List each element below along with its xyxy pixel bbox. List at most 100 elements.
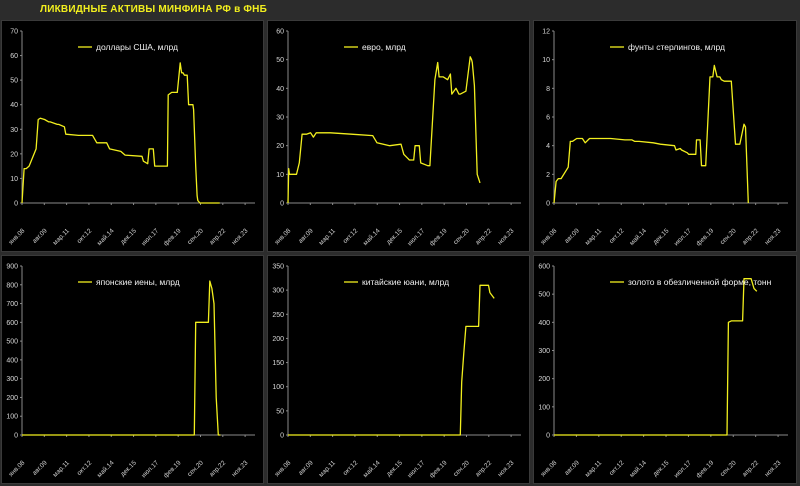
y-tick-label: 200 [6, 395, 18, 402]
chart-usd: 0 10 20 30 40 50 60 70 янв.08 авг.09 мар.11 окт.12 м… [8, 29, 255, 248]
x-tick-label: апр.22 [741, 459, 760, 478]
series-line [287, 56, 481, 204]
x-tick-label: ноя.23 [231, 459, 250, 478]
x-tick-label: авг.09 [297, 459, 315, 477]
x-tick-label: дек.15 [385, 459, 404, 478]
x-tick-label: июл.17 [673, 459, 693, 479]
y-tick-label: 20 [276, 143, 284, 150]
x-tick-label: мар.11 [584, 227, 604, 247]
x-tick-label: окт.12 [608, 459, 626, 477]
y-tick-label: 10 [276, 172, 284, 179]
y-tick-label: 700 [6, 301, 18, 308]
y-tick-label: 900 [6, 264, 18, 271]
y-tick-label: 300 [6, 376, 18, 383]
y-tick-label: 250 [272, 312, 284, 319]
chart-panel-gold: 0 100 200 300 400 500 600 янв.08 авг.09 мар.11 окт… [533, 255, 797, 484]
y-tick-label: 4 [546, 143, 550, 150]
legend-label: китайские юани, млрд [362, 277, 449, 287]
y-tick-label: 40 [10, 102, 18, 109]
x-tick-label: апр.22 [208, 227, 227, 246]
x-tick-label: май.14 [361, 226, 382, 247]
x-tick-label: дек.15 [652, 227, 671, 246]
y-tick-label: 200 [538, 376, 550, 383]
x-tick-label: фев.19 [695, 459, 715, 479]
x-tick-label: авг.09 [31, 459, 49, 477]
x-tick-label: ноя.23 [497, 459, 516, 478]
x-tick-label: янв.08 [274, 459, 293, 478]
x-tick-label: сен.20 [186, 459, 205, 478]
x-tick-label: июл.17 [673, 227, 693, 247]
y-tick-label: 300 [538, 348, 550, 355]
x-tick-label: авг.09 [297, 227, 315, 245]
chart-eur: 0 10 20 30 40 50 60 янв.08 авг.09 мар.11 окт.12 май… [274, 29, 521, 248]
chart-panel-eur: 0 10 20 30 40 50 60 янв.08 авг.09 мар.11 окт.12 май… [267, 20, 530, 252]
y-tick-label: 30 [10, 127, 18, 134]
x-tick-label: окт.12 [342, 459, 360, 477]
x-tick-label: июл.17 [406, 459, 426, 479]
x-tick-label: янв.08 [8, 227, 27, 246]
x-tick-label: сен.20 [186, 227, 205, 246]
y-tick-label: 600 [538, 264, 550, 271]
y-tick-label: 10 [10, 176, 18, 183]
x-tick-label: авг.09 [563, 227, 581, 245]
series-line [554, 278, 758, 436]
y-tick-label: 800 [6, 282, 18, 289]
x-tick-label: май.14 [361, 458, 382, 479]
x-tick-label: апр.22 [741, 227, 760, 246]
y-tick-label: 400 [538, 320, 550, 327]
y-tick-label: 60 [10, 53, 18, 60]
x-tick-label: фев.19 [428, 459, 448, 479]
y-tick-label: 100 [6, 414, 18, 421]
x-tick-label: июл.17 [140, 459, 160, 479]
x-tick-label: дек.15 [119, 459, 138, 478]
y-tick-label: 30 [276, 115, 284, 122]
y-tick-label: 60 [276, 29, 284, 36]
series-line [553, 64, 749, 204]
x-tick-label: мар.11 [52, 459, 72, 479]
chart-panel-usd: 0 10 20 30 40 50 60 70 янв.08 авг.09 мар.11 окт.12 м… [1, 20, 264, 252]
y-tick-label: 50 [276, 408, 284, 415]
x-tick-label: май.14 [95, 226, 116, 247]
series-line [22, 280, 221, 436]
y-tick-label: 50 [10, 78, 18, 85]
chart-gold: 0 100 200 300 400 500 600 янв.08 авг.09 мар.11 окт… [538, 264, 788, 480]
x-tick-label: янв.08 [8, 459, 27, 478]
y-tick-label: 40 [276, 86, 284, 93]
y-tick-label: 6 [546, 115, 550, 122]
y-tick-label: 500 [6, 339, 18, 346]
x-tick-label: апр.22 [474, 227, 493, 246]
chart-panel-jpy: 0 100 200 300 400 500 600 700 800 900 янв.08 авг.09… [1, 255, 264, 484]
y-tick-label: 100 [272, 384, 284, 391]
x-tick-label: май.14 [628, 226, 649, 247]
x-tick-label: авг.09 [31, 227, 49, 245]
y-tick-label: 0 [546, 433, 550, 440]
x-tick-label: янв.08 [540, 459, 559, 478]
x-tick-label: фев.19 [428, 227, 448, 247]
x-tick-label: сен.20 [719, 459, 738, 478]
y-tick-label: 0 [280, 433, 284, 440]
y-tick-label: 10 [542, 57, 550, 64]
y-tick-label: 0 [546, 201, 550, 208]
y-tick-label: 0 [14, 201, 18, 208]
x-tick-label: окт.12 [608, 227, 626, 245]
x-tick-label: ноя.23 [497, 227, 516, 246]
x-tick-label: янв.08 [540, 227, 559, 246]
x-tick-label: мар.11 [318, 227, 338, 247]
x-tick-label: июл.17 [406, 227, 426, 247]
x-tick-label: сен.20 [452, 459, 471, 478]
x-tick-label: сен.20 [452, 227, 471, 246]
x-tick-label: окт.12 [76, 227, 94, 245]
x-tick-label: апр.22 [474, 459, 493, 478]
y-tick-label: 600 [6, 320, 18, 327]
y-tick-label: 0 [14, 433, 18, 440]
x-tick-label: мар.11 [52, 227, 72, 247]
y-tick-label: 400 [6, 357, 18, 364]
x-tick-label: дек.15 [385, 227, 404, 246]
y-tick-label: 50 [276, 57, 284, 64]
legend-label: японские иены, млрд [96, 277, 180, 287]
y-tick-label: 2 [546, 172, 550, 179]
y-tick-label: 500 [538, 292, 550, 299]
x-tick-label: фев.19 [695, 227, 715, 247]
x-tick-label: фев.19 [162, 227, 182, 247]
x-tick-label: авг.09 [563, 459, 581, 477]
